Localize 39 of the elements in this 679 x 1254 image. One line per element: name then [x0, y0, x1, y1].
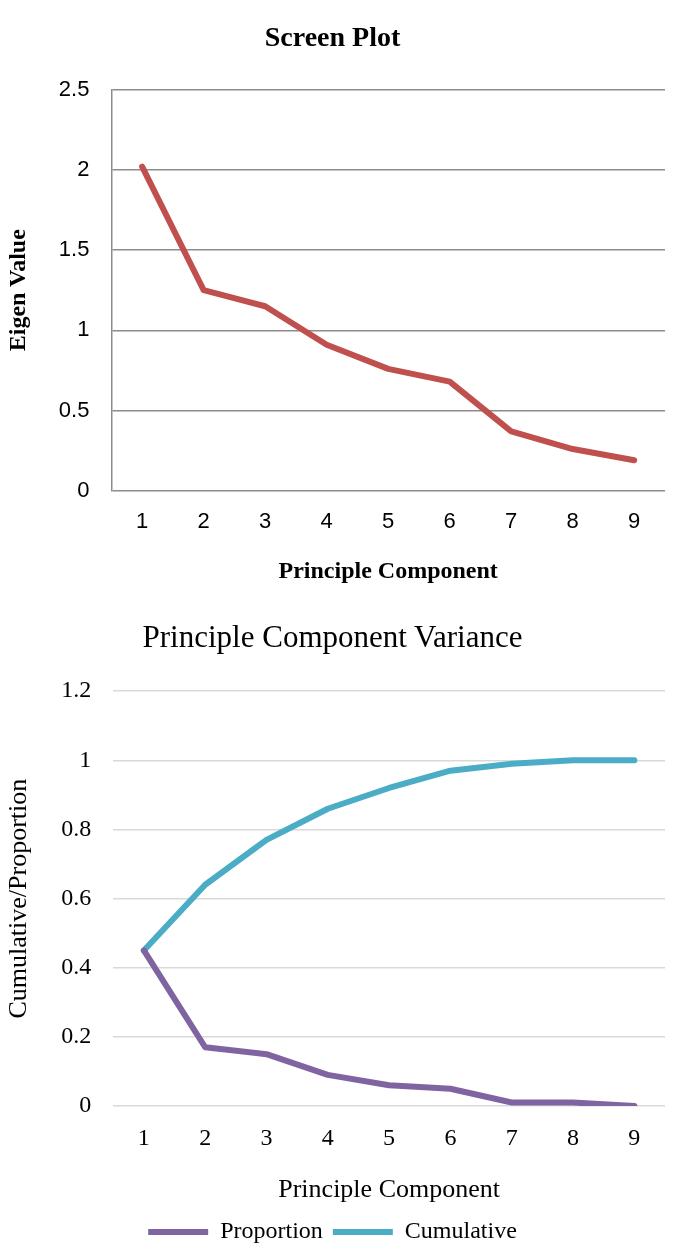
x-tick-label: 9	[628, 1123, 641, 1150]
y-tick-label: 0.4	[61, 953, 92, 980]
x-tick-label: 3	[259, 508, 272, 534]
x-tick-label: 2	[199, 1123, 212, 1150]
y-tick-label: 0	[79, 1091, 92, 1118]
y-tick-label: 0.8	[61, 814, 92, 841]
x-tick-label: 1	[137, 1123, 150, 1150]
x-tick-label: 4	[320, 508, 333, 534]
y-axis-title: Cumulative/Proportion	[3, 778, 33, 1019]
x-tick-label: 8	[566, 508, 579, 534]
y-tick-label: 0	[77, 476, 90, 502]
x-tick-label: 4	[321, 1123, 334, 1150]
y-tick-label: 1	[77, 316, 90, 342]
y-axis-title: Eigen Value	[3, 228, 30, 352]
y-tick-label: 2	[77, 155, 90, 181]
y-tick-label: 1	[79, 745, 92, 772]
x-tick-label: 1	[136, 508, 149, 534]
x-tick-label: 2	[197, 508, 210, 534]
chart-title: Screen Plot	[264, 21, 401, 53]
x-tick-label: 6	[444, 1123, 457, 1150]
x-axis-title: Principle Component	[278, 1174, 501, 1204]
legend-label: Cumulative	[404, 1217, 517, 1244]
chart-title: Principle Component Variance	[142, 618, 523, 654]
legend-label: Proportion	[220, 1217, 323, 1244]
x-tick-label: 8	[567, 1123, 580, 1150]
x-tick-label: 6	[443, 508, 456, 534]
y-tick-label: 0.6	[61, 883, 92, 910]
x-tick-label: 3	[260, 1123, 273, 1150]
y-tick-label: 1.2	[61, 676, 92, 703]
x-tick-label: 5	[383, 1123, 396, 1150]
x-tick-label: 7	[505, 1123, 518, 1150]
y-tick-label: 0.5	[58, 396, 90, 422]
y-tick-label: 0.2	[61, 1022, 92, 1049]
x-tick-label: 5	[382, 508, 395, 534]
x-tick-label: 7	[505, 508, 518, 534]
x-tick-label: 9	[628, 508, 641, 534]
y-tick-label: 2.5	[58, 75, 90, 101]
x-axis-title: Principle Component	[278, 556, 498, 583]
y-tick-label: 1.5	[58, 236, 90, 262]
